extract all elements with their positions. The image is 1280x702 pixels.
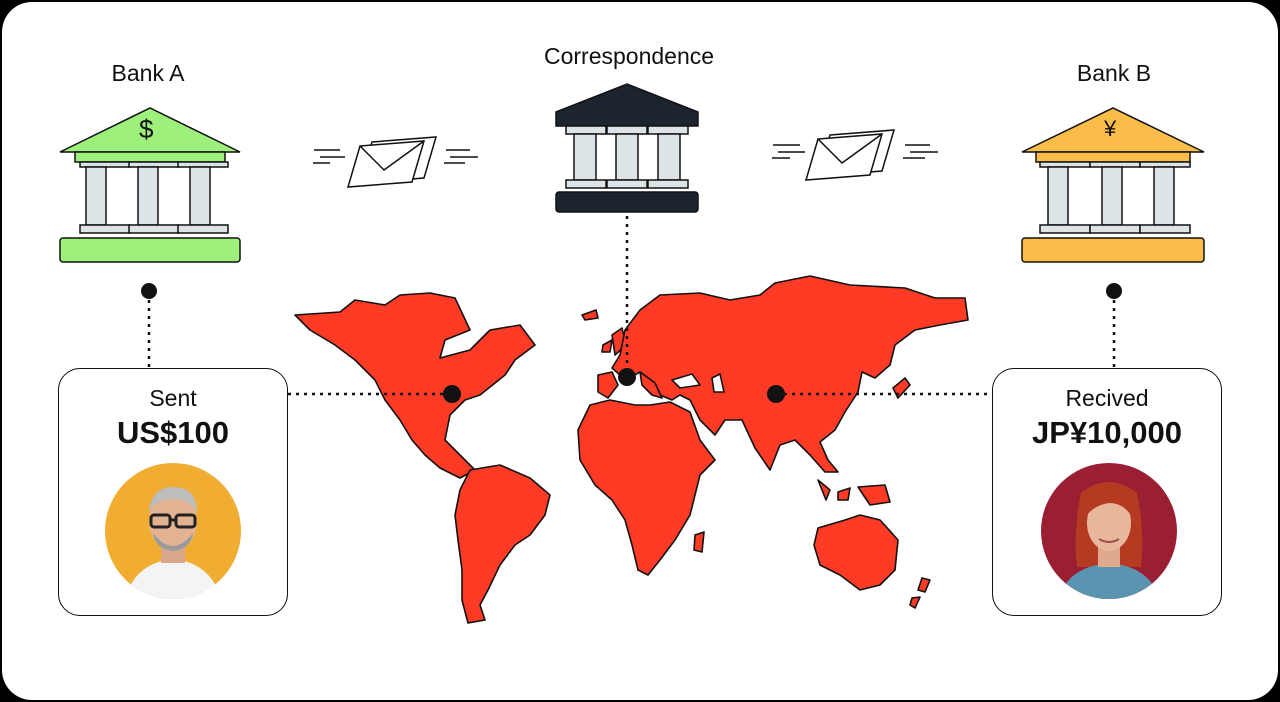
map-island (601, 339, 613, 353)
person-icon (1059, 482, 1159, 599)
map-indonesia (837, 487, 851, 501)
person-icon (125, 487, 221, 599)
connector-lines (147, 200, 1116, 396)
correspondence-bank-icon (555, 83, 699, 213)
correspondence-label: Correspondence (543, 43, 715, 69)
sender-amount: US$100 (116, 415, 230, 450)
envelope-icon (772, 129, 938, 181)
map-blacksea (671, 373, 701, 389)
bank-b-icon (1021, 107, 1205, 263)
map-australia (813, 514, 899, 591)
receiver-caption: Recived (1065, 385, 1149, 411)
envelope-icon (313, 136, 478, 188)
map-island (581, 309, 599, 321)
sender-card: Sent US$100 (58, 368, 288, 616)
receiver-avatar (1041, 463, 1177, 599)
map-north-america (294, 292, 536, 479)
receiver-amount: JP¥10,000 (1032, 415, 1182, 450)
map-iberia (597, 371, 619, 399)
map-eurasia (611, 275, 969, 473)
world-map (294, 275, 969, 624)
map-south-america (454, 464, 551, 624)
map-caspian (711, 373, 725, 393)
yen-symbol: ¥ (1104, 116, 1117, 141)
map-japan (892, 377, 911, 399)
map-madagascar (693, 531, 705, 553)
bank-a-label: Bank A (111, 60, 185, 86)
map-africa (577, 399, 716, 576)
map-italy (639, 371, 663, 399)
bank-b-label: Bank B (1076, 60, 1152, 86)
sender-caption: Sent (149, 385, 197, 411)
map-indonesia (817, 479, 831, 501)
dollar-symbol: $ (139, 114, 154, 144)
receiver-card: Recived JP¥10,000 (992, 368, 1222, 616)
sender-avatar (105, 463, 241, 599)
map-newzealand (917, 577, 931, 593)
map-newzealand (909, 596, 921, 609)
connector-dots (141, 283, 1122, 403)
bank-a-icon (59, 107, 241, 263)
map-indonesia (857, 484, 891, 506)
